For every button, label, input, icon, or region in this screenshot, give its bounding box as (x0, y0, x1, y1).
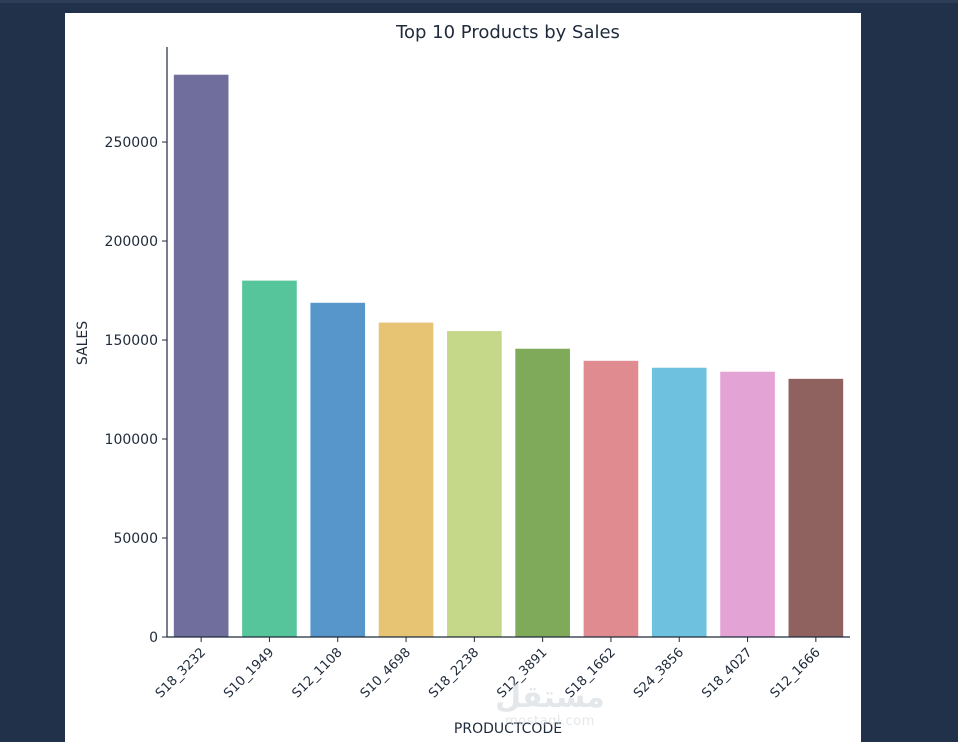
x-tick-label: S12_1666 (768, 645, 824, 701)
x-tick-label: S18_3232 (153, 645, 209, 701)
chart-panel: Top 10 Products by Sales 0 50000 100000 150… (65, 13, 861, 742)
y-tick-label: 0 (149, 630, 158, 646)
x-tick-label: S10_1949 (221, 645, 277, 701)
bar-S12_1108 (310, 302, 366, 637)
bar-S18_2238 (447, 331, 502, 637)
bar-S18_1662 (583, 360, 639, 637)
bars-group (173, 74, 844, 638)
y-tick-label: 250000 (105, 135, 158, 151)
x-tick-label: S24_3856 (631, 645, 687, 701)
bar-chart: Top 10 Products by Sales 0 50000 100000 150… (75, 22, 850, 737)
x-tick-label: S10_4698 (358, 645, 414, 701)
bar-S24_3856 (651, 367, 707, 637)
bar-S10_1949 (242, 280, 297, 637)
y-axis: 0 50000 100000 150000 200000 250000 (105, 47, 168, 646)
x-tick-label: S18_1662 (563, 645, 619, 701)
bar-S18_3232 (173, 74, 229, 638)
bar-S12_3891 (515, 348, 570, 637)
bar-S10_4698 (378, 322, 434, 637)
y-tick-label: 100000 (105, 432, 158, 448)
x-tick-label: S18_2238 (426, 645, 482, 701)
y-tick-label: 150000 (105, 333, 158, 349)
y-tick-label: 50000 (113, 531, 158, 547)
x-tick-label: S12_1108 (289, 645, 345, 701)
chart-title: Top 10 Products by Sales (395, 22, 620, 43)
bar-S18_4027 (720, 371, 775, 637)
x-tick-label: S18_4027 (699, 645, 755, 701)
x-tick-label: S12_3891 (494, 645, 550, 701)
y-axis-label: SALES (75, 321, 91, 365)
window-top-border (0, 0, 958, 3)
x-axis-label: PRODUCTCODE (454, 721, 562, 737)
bar-S12_1666 (788, 378, 844, 637)
y-tick-label: 200000 (105, 234, 158, 250)
x-axis: S18_3232 S10_1949 S12_1108 S10_4698 S18_2238… (153, 636, 850, 701)
